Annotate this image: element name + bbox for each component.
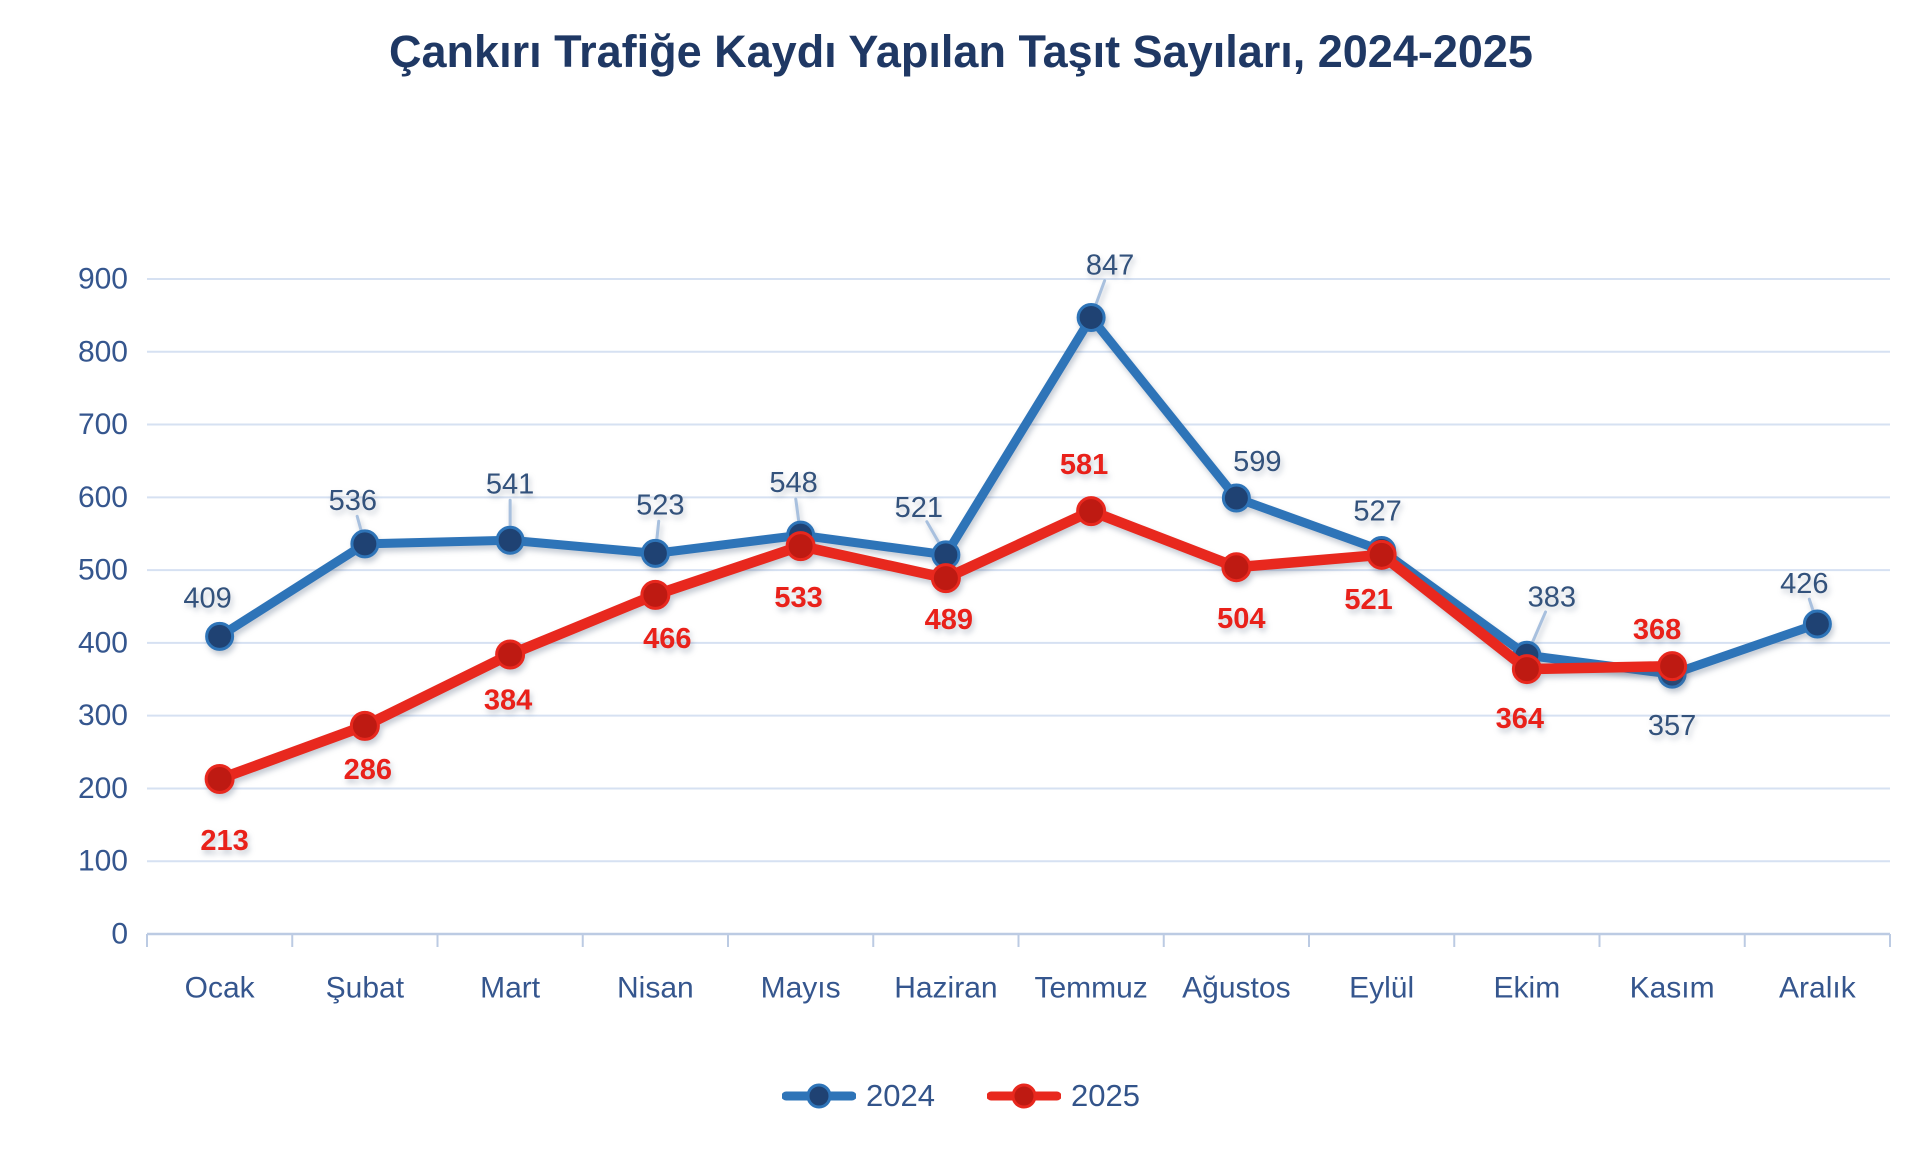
x-axis-label: Şubat <box>326 972 405 1005</box>
data-point-marker-2025 <box>349 710 380 741</box>
data-label-2024: 426 <box>1780 568 1828 600</box>
x-axis-labels: Ocak Şubat Mart Nisan Mayıs Haziran Temmuz Ağus… <box>185 972 1857 1005</box>
y-axis-label: 800 <box>78 335 128 368</box>
data-point-marker-2024 <box>640 538 670 568</box>
legend-line-marker-icon-2024 <box>782 1083 857 1108</box>
data-label-2024: 548 <box>769 467 817 499</box>
data-point-marker-2024 <box>1221 483 1251 513</box>
legend-item-2024: 2024 <box>782 1080 935 1111</box>
x-axis-label: Ocak <box>185 972 256 1005</box>
x-axis-label: Mart <box>480 972 541 1005</box>
x-axis-label: Mayıs <box>761 972 841 1005</box>
data-point-marker-2025 <box>204 763 235 794</box>
data-label-2024: 409 <box>183 582 231 614</box>
x-axis-label: Eylül <box>1349 972 1414 1005</box>
x-axis-label: Haziran <box>894 972 997 1005</box>
chart-title: Çankırı Trafiğe Kaydı Yapılan Taşıt Sayı… <box>389 26 1533 77</box>
series-line-2024 <box>215 313 1822 679</box>
label-leader-line <box>1530 610 1548 646</box>
data-label-2025: 368 <box>1633 614 1681 646</box>
data-point-marker-2025 <box>1076 496 1107 527</box>
data-label-2024: 523 <box>636 489 684 521</box>
y-axis-label: 100 <box>78 845 128 878</box>
data-label-2024: 383 <box>1528 581 1576 613</box>
x-axis-label: Ağustos <box>1182 972 1290 1005</box>
label-leader-line <box>355 514 364 534</box>
data-label-2024: 536 <box>329 485 377 517</box>
data-point-marker-2024 <box>495 525 525 555</box>
label-leader-line <box>1093 279 1107 308</box>
data-label-2024: 357 <box>1648 710 1696 742</box>
y-axis-label: 900 <box>78 262 128 295</box>
data-point-marker-2025 <box>1366 539 1397 570</box>
y-axis-label: 0 <box>111 918 128 951</box>
data-label-2024: 599 <box>1233 446 1281 478</box>
data-point-marker-2025 <box>640 579 671 610</box>
data-label-2025: 533 <box>774 582 822 614</box>
y-axis-label: 300 <box>78 699 128 732</box>
x-axis <box>146 932 1891 947</box>
series-2025: 213 286 384 466 533 489 581 504 521 364 368 <box>200 449 1688 857</box>
data-label-2025: 581 <box>1060 449 1108 481</box>
legend-label-2025: 2025 <box>1071 1078 1140 1113</box>
data-label-2025: 466 <box>643 623 691 655</box>
x-axis-label: Kasım <box>1630 972 1715 1005</box>
data-point-marker-2025 <box>495 639 526 670</box>
data-label-2025: 504 <box>1217 603 1265 635</box>
data-point-marker-2025 <box>930 563 961 594</box>
data-label-2025: 286 <box>344 754 392 786</box>
legend-label-2024: 2024 <box>866 1078 935 1113</box>
x-axis-label: Ekim <box>1494 972 1561 1005</box>
label-leader-line <box>925 520 942 546</box>
y-gridlines <box>147 277 1890 863</box>
data-label-2025: 364 <box>1496 703 1544 735</box>
x-axis-label: Temmuz <box>1034 972 1147 1005</box>
y-axis-labels: 0 100 200 300 400 500 600 700 800 900 <box>78 262 128 950</box>
data-point-marker-2025 <box>785 531 816 562</box>
data-label-2024: 847 <box>1086 250 1134 282</box>
data-point-marker-2024 <box>350 529 380 559</box>
data-label-2024: 521 <box>895 492 943 524</box>
x-axis-label: Aralık <box>1779 972 1857 1005</box>
data-point-marker-2024 <box>1802 609 1832 639</box>
data-label-2024: 527 <box>1353 495 1401 527</box>
data-label-2025: 384 <box>484 685 532 717</box>
y-axis-label: 400 <box>78 626 128 659</box>
data-point-marker-2025 <box>1657 651 1688 682</box>
y-axis-label: 500 <box>78 554 128 587</box>
y-axis-label: 600 <box>78 481 128 514</box>
label-leader-line <box>655 519 661 543</box>
label-leader-line <box>794 497 801 525</box>
legend-line-marker-icon-2025 <box>987 1083 1061 1108</box>
y-axis-label: 700 <box>78 408 128 441</box>
data-label-2024: 541 <box>486 468 534 500</box>
legend-item-2025: 2025 <box>987 1080 1140 1111</box>
y-axis-label: 200 <box>78 772 128 805</box>
data-label-2025: 213 <box>200 825 248 857</box>
data-point-marker-2024 <box>205 621 235 651</box>
chart-legend: 2024 2025 <box>0 1080 1922 1111</box>
data-point-marker-2025 <box>1221 552 1252 583</box>
x-axis-label: Nisan <box>617 972 694 1005</box>
data-label-2025: 489 <box>925 604 973 636</box>
data-point-marker-2024 <box>1076 303 1106 333</box>
data-label-2025: 521 <box>1344 584 1392 616</box>
data-point-marker-2025 <box>1511 654 1542 685</box>
